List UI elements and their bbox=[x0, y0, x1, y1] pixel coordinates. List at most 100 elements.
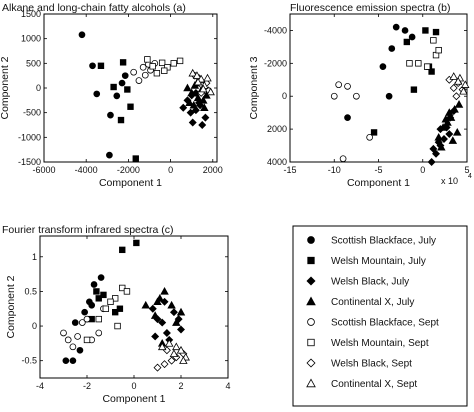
data-point-s7 bbox=[459, 86, 468, 95]
chart-title: Fluorescence emission spectra (b) bbox=[290, 2, 450, 14]
data-point-s0 bbox=[344, 114, 351, 121]
legend-marker bbox=[306, 296, 316, 306]
data-point-s7 bbox=[460, 80, 470, 88]
x-tick-label: 4 bbox=[225, 381, 230, 391]
data-point-s1 bbox=[100, 291, 107, 299]
data-point-s1 bbox=[410, 86, 418, 93]
x-axis-label: Component 1 bbox=[102, 393, 165, 405]
legend-label: Welsh Mountain, July bbox=[331, 256, 426, 267]
legend-marker bbox=[307, 338, 315, 347]
data-point-s5 bbox=[107, 298, 114, 305]
legend-label: Welsh Black, July bbox=[331, 277, 409, 288]
legend-marker bbox=[306, 358, 316, 368]
data-point-s2 bbox=[148, 304, 157, 313]
data-point-s1 bbox=[132, 155, 139, 162]
data-point-s4 bbox=[141, 71, 149, 79]
data-point-s1 bbox=[422, 27, 429, 34]
data-point-s2 bbox=[432, 149, 441, 158]
data-point-s1 bbox=[117, 116, 125, 124]
data-point-s7 bbox=[176, 345, 186, 354]
data-point-s3 bbox=[450, 104, 459, 113]
legend-marker bbox=[307, 318, 315, 326]
data-point-s5 bbox=[430, 37, 437, 44]
data-point-s0 bbox=[401, 27, 409, 34]
data-point-s4 bbox=[139, 63, 147, 71]
y-tick-label: -500 bbox=[23, 108, 41, 118]
data-point-s2 bbox=[429, 144, 438, 153]
data-point-s5 bbox=[423, 63, 431, 70]
data-point-s6 bbox=[449, 84, 458, 92]
data-point-s3 bbox=[160, 287, 169, 295]
data-point-s3 bbox=[187, 88, 196, 97]
x-tick-label: -2 bbox=[83, 381, 91, 391]
data-point-s2 bbox=[434, 138, 443, 147]
data-point-s1 bbox=[93, 288, 100, 295]
data-point-s5 bbox=[149, 63, 156, 70]
data-point-s1 bbox=[119, 59, 127, 66]
data-point-s4 bbox=[60, 329, 67, 337]
y-tick-label: 0 bbox=[282, 91, 287, 101]
data-point-s7 bbox=[157, 342, 167, 351]
y-axis-label: Component 2 bbox=[5, 275, 17, 338]
data-point-s4 bbox=[366, 133, 373, 141]
x-tick-label: 2000 bbox=[203, 165, 223, 175]
data-point-s7 bbox=[192, 71, 202, 79]
x-tick-label: -4 bbox=[36, 381, 44, 391]
legend-label: Continental X, Sept bbox=[331, 379, 417, 390]
chart-panel-0: Alkane and long-chain fatty alcohols (a)… bbox=[0, 2, 223, 189]
data-point-s2 bbox=[186, 108, 195, 117]
x-tick-label: -6000 bbox=[32, 165, 55, 175]
data-point-s7 bbox=[188, 68, 197, 77]
data-point-s5 bbox=[83, 336, 91, 344]
x-tick-label: 0 bbox=[168, 165, 173, 175]
data-point-s5 bbox=[123, 288, 131, 295]
data-point-s3 bbox=[446, 113, 456, 121]
legend-label: Welsh Mountain, Sept bbox=[331, 338, 429, 349]
x-tick-label: 0 bbox=[131, 381, 136, 391]
data-point-s3 bbox=[189, 100, 199, 109]
data-point-s6 bbox=[167, 356, 176, 365]
legend-label: Scottish Blackface, July bbox=[331, 236, 436, 247]
data-point-s3 bbox=[167, 300, 176, 309]
data-point-s0 bbox=[388, 45, 396, 52]
x-tick-label: 0 bbox=[420, 165, 425, 175]
data-point-s1 bbox=[124, 86, 131, 93]
data-point-s5 bbox=[112, 295, 119, 302]
data-point-s0 bbox=[62, 357, 70, 365]
data-point-s6 bbox=[452, 92, 461, 101]
y-axis-label: Component 2 bbox=[0, 56, 11, 119]
data-point-s2 bbox=[198, 121, 207, 129]
x-axis-label: Component 1 bbox=[347, 177, 410, 189]
y-tick-label: 0 bbox=[32, 321, 37, 331]
y-tick-label: 0 bbox=[36, 83, 41, 93]
data-point-s2 bbox=[201, 113, 210, 122]
legend-label: Welsh Black, Sept bbox=[331, 359, 412, 370]
data-point-s1 bbox=[95, 295, 102, 302]
data-point-s7 bbox=[453, 77, 463, 85]
data-point-s3 bbox=[176, 307, 186, 316]
data-point-s1 bbox=[370, 129, 378, 136]
data-point-s2 bbox=[151, 332, 160, 341]
data-point-s0 bbox=[90, 281, 98, 288]
data-point-s4 bbox=[335, 81, 343, 89]
data-point-s1 bbox=[112, 309, 119, 316]
data-point-s7 bbox=[203, 73, 212, 82]
data-point-s3 bbox=[200, 103, 209, 111]
data-point-s4 bbox=[135, 77, 143, 84]
data-point-s0 bbox=[408, 33, 416, 41]
data-point-s5 bbox=[161, 67, 168, 74]
data-point-s0 bbox=[113, 92, 121, 100]
data-point-s0 bbox=[89, 62, 96, 70]
data-point-s7 bbox=[199, 84, 208, 93]
data-point-s7 bbox=[165, 338, 174, 347]
y-tick-label: 2000 bbox=[267, 124, 287, 134]
data-point-s3 bbox=[434, 132, 443, 141]
data-point-s1 bbox=[97, 62, 105, 69]
data-point-s1 bbox=[127, 103, 134, 110]
data-point-s3 bbox=[448, 136, 458, 144]
chart-title: Alkane and long-chain fatty alcohols (a) bbox=[2, 2, 186, 14]
x-axis-exponent: x 10 bbox=[441, 176, 458, 186]
data-point-s7 bbox=[193, 77, 203, 86]
data-point-s2 bbox=[188, 118, 197, 127]
y-tick-label: -4000 bbox=[264, 25, 287, 35]
